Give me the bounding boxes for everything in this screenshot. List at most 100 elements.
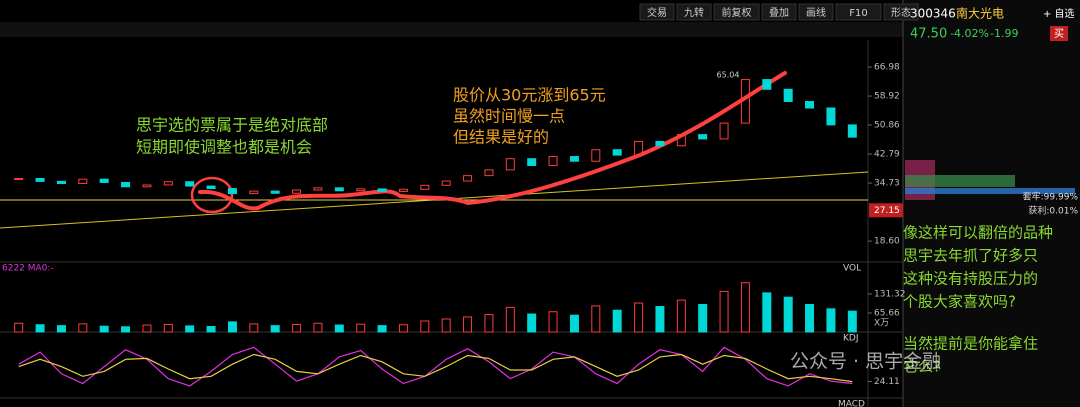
volume-bar bbox=[569, 314, 579, 333]
candle bbox=[420, 184, 430, 190]
toolbar-button[interactable] bbox=[676, 3, 712, 21]
volume-bar bbox=[698, 303, 708, 333]
toolbar-label[interactable]: 九转 bbox=[684, 6, 704, 19]
candle bbox=[313, 187, 323, 191]
volume-unit: X万 bbox=[874, 319, 889, 329]
candle bbox=[676, 134, 686, 147]
candle bbox=[292, 189, 302, 194]
candle bbox=[634, 140, 644, 156]
candle bbox=[377, 188, 387, 192]
toolbar-button[interactable] bbox=[713, 3, 760, 21]
annotation: 思宇去年抓了好多只 bbox=[903, 247, 1038, 265]
volume-bar bbox=[591, 305, 601, 333]
change-pct: -4.02% bbox=[950, 27, 989, 40]
toolbar-button[interactable] bbox=[798, 3, 834, 21]
candle bbox=[334, 187, 344, 192]
volume-bar bbox=[249, 323, 259, 333]
candle bbox=[740, 79, 750, 124]
candle bbox=[847, 124, 857, 138]
volume-legend: 6222 MA0:- bbox=[2, 264, 54, 274]
volume-bar bbox=[484, 314, 494, 333]
toolbar-button[interactable] bbox=[835, 3, 882, 21]
candle bbox=[484, 169, 494, 177]
volume-label: VOL bbox=[843, 264, 861, 274]
toolbar-label[interactable]: F10 bbox=[849, 8, 867, 19]
candle bbox=[163, 181, 173, 186]
volume-bar bbox=[398, 324, 408, 333]
volume-bar bbox=[847, 310, 857, 333]
kdj-line bbox=[18, 353, 853, 383]
toolbar-label[interactable]: 交易 bbox=[647, 6, 667, 19]
volume-bar bbox=[377, 325, 387, 333]
candle bbox=[548, 156, 558, 167]
candle bbox=[356, 188, 366, 192]
y-tick-label: 24.11 bbox=[874, 377, 900, 387]
annotation: 虽然时间慢一点 bbox=[453, 107, 565, 126]
candle bbox=[591, 149, 601, 162]
y-tick-label: 131.32 bbox=[874, 289, 906, 299]
candle bbox=[206, 185, 216, 190]
buy-button[interactable] bbox=[1050, 26, 1068, 41]
toolbar-button[interactable] bbox=[639, 3, 675, 21]
candle bbox=[527, 158, 537, 167]
toolbar-label[interactable]: 形态 bbox=[891, 6, 911, 19]
y-tick-label: 65.66 bbox=[874, 308, 900, 318]
volume-bar bbox=[505, 306, 515, 333]
profit-ratio: 获利:0.01% bbox=[1028, 205, 1078, 217]
candle bbox=[441, 180, 451, 186]
volume-bar bbox=[163, 323, 173, 333]
price-marker: 27.15 bbox=[874, 206, 900, 216]
y-tick-label: 66.98 bbox=[874, 63, 900, 73]
volume-bar bbox=[356, 323, 366, 333]
candle bbox=[826, 107, 836, 126]
chip-distribution bbox=[905, 160, 1075, 200]
toolbar-button[interactable] bbox=[883, 3, 919, 21]
chart-bg bbox=[0, 0, 903, 407]
annotation: 它么? bbox=[903, 358, 941, 376]
y-tick-label: 50.86 bbox=[874, 121, 900, 131]
volume-bar bbox=[420, 320, 430, 333]
annotation: 这种没有持股压力的 bbox=[903, 270, 1038, 288]
candle bbox=[655, 140, 665, 147]
y-tick-label: 58.92 bbox=[874, 92, 900, 102]
volume-bar bbox=[676, 299, 686, 333]
toolbar-label[interactable]: 叠加 bbox=[769, 7, 789, 19]
volume-bar bbox=[762, 292, 772, 333]
chip-block bbox=[905, 188, 1075, 194]
annotation: 思宇选的票属于是绝对底部 bbox=[136, 116, 328, 135]
annotation: 当然提前是你能拿住 bbox=[903, 335, 1038, 353]
stock-name: 南大光电 bbox=[956, 6, 1004, 21]
candle bbox=[185, 181, 195, 187]
volume-bar bbox=[527, 313, 537, 333]
candle bbox=[463, 175, 473, 182]
volume-bar bbox=[206, 325, 216, 333]
annotation: 个股大家喜欢吗? bbox=[903, 293, 1016, 311]
candle bbox=[762, 79, 772, 90]
candle bbox=[99, 178, 109, 183]
toolbar-button[interactable] bbox=[761, 3, 797, 21]
volume-bar bbox=[612, 309, 622, 333]
candle bbox=[805, 101, 815, 109]
buy-label[interactable]: 买 bbox=[1054, 28, 1064, 40]
volume-bar bbox=[56, 325, 66, 333]
candle bbox=[14, 177, 24, 180]
candle bbox=[783, 88, 793, 103]
volume-bar bbox=[783, 296, 793, 333]
watchlist[interactable]: + 自选 bbox=[1043, 7, 1075, 20]
annotation: 像这样可以翻倍的品种 bbox=[903, 224, 1053, 242]
toolbar-label[interactable]: 画线 bbox=[806, 6, 826, 19]
volume-bar bbox=[655, 306, 665, 333]
subbar bbox=[0, 22, 903, 37]
candle bbox=[121, 181, 131, 188]
volume-bar bbox=[334, 324, 344, 333]
toolbar-label[interactable]: 前复权 bbox=[722, 6, 752, 19]
candle bbox=[698, 134, 708, 140]
volume-bar bbox=[292, 323, 302, 333]
candle bbox=[249, 190, 259, 195]
trapped-ratio: 套牢:99.99% bbox=[1023, 191, 1079, 203]
y-tick-label: 34.73 bbox=[874, 179, 900, 189]
volume-bar bbox=[35, 324, 45, 333]
candle bbox=[227, 188, 237, 195]
volume-bar bbox=[78, 323, 88, 333]
